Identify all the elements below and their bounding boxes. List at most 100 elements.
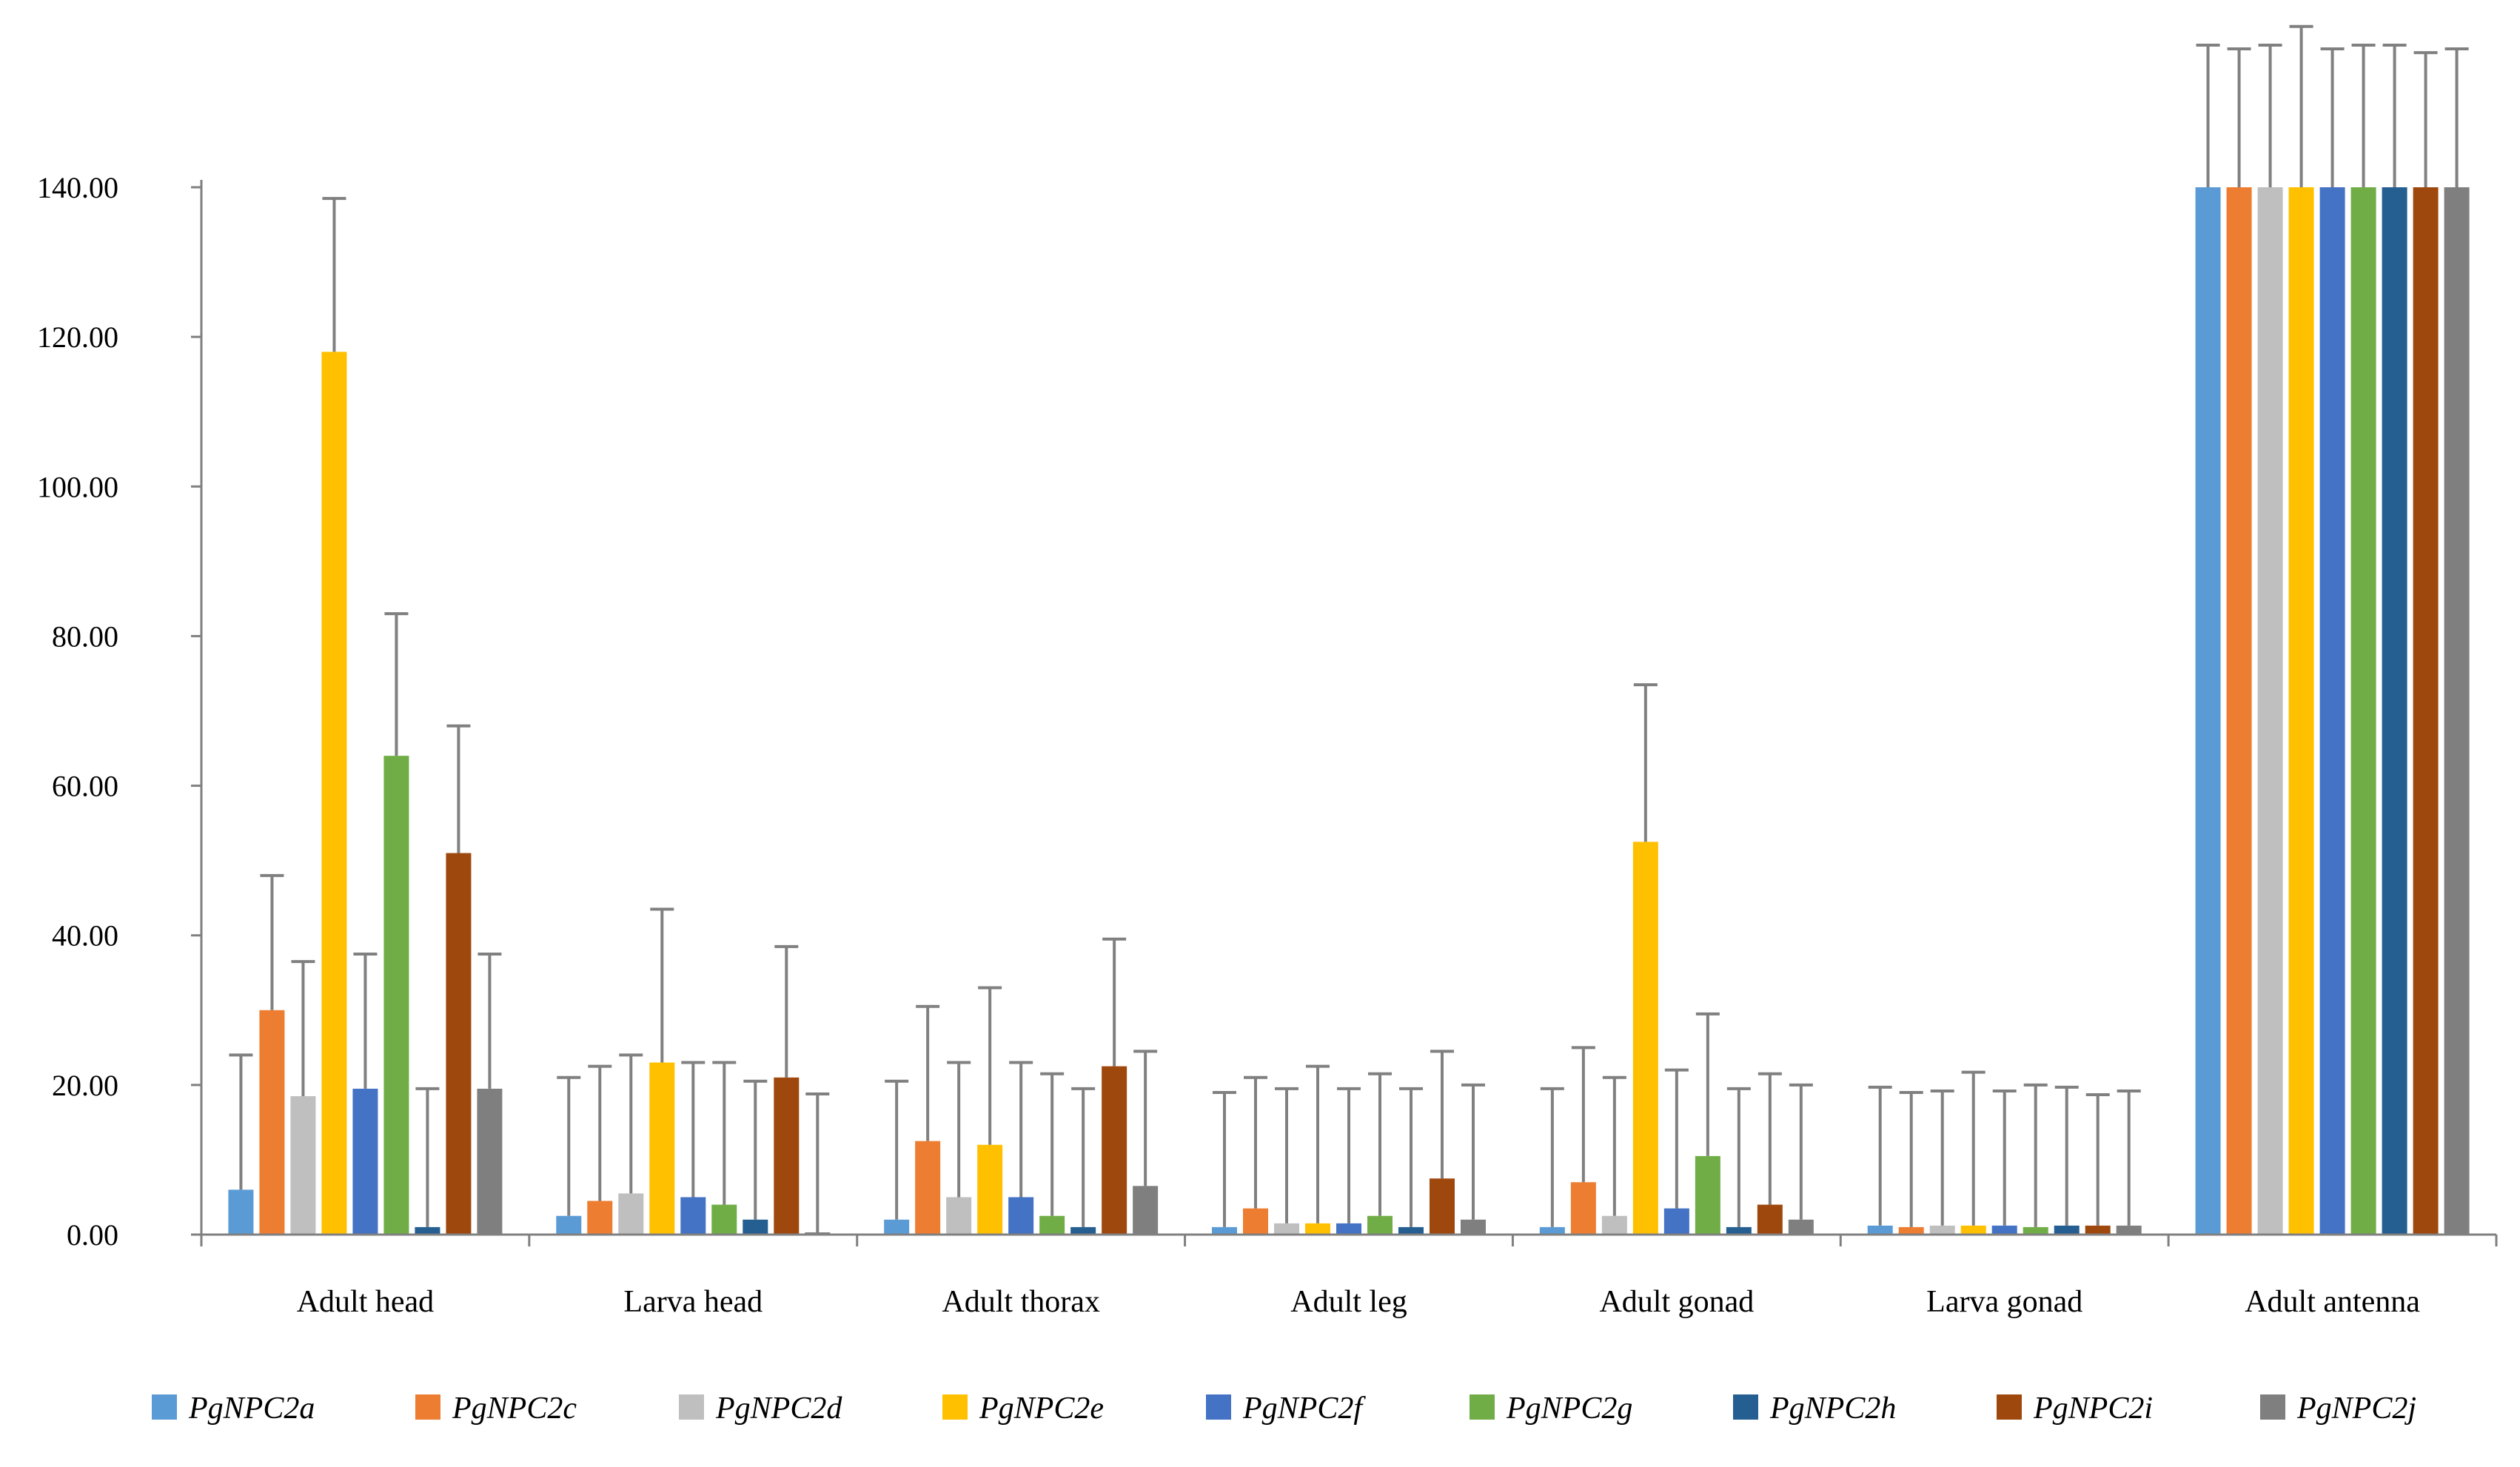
bar	[2226, 187, 2252, 1235]
bar	[711, 1204, 737, 1235]
bar	[1788, 1219, 1814, 1235]
axes: 0.00 20.00 40.00 60.00 80.00 100.00 120.00 140.…	[37, 171, 2498, 1319]
bars	[228, 187, 2470, 1235]
bar	[1008, 1197, 1034, 1235]
bar	[743, 1219, 768, 1235]
bar	[2195, 187, 2221, 1235]
bar	[1243, 1208, 1268, 1235]
bar	[1601, 1215, 1627, 1235]
bar	[321, 352, 347, 1235]
legend-label: PgNPC2g	[1506, 1392, 1632, 1426]
bar	[1632, 842, 1658, 1235]
bar	[1133, 1186, 1159, 1235]
bar	[383, 756, 409, 1235]
bar	[352, 1088, 378, 1235]
legend-label: PgNPC2e	[979, 1392, 1104, 1426]
bar	[1336, 1223, 1361, 1235]
bar	[2054, 1225, 2080, 1235]
category-label: Adult thorax	[942, 1285, 1099, 1319]
bar	[587, 1201, 613, 1235]
bar	[774, 1077, 800, 1235]
bar	[1570, 1182, 1596, 1235]
bar	[1757, 1204, 1783, 1235]
bar	[1398, 1226, 1424, 1235]
legend-swatch	[1206, 1394, 1231, 1420]
y-tick-label: 0.00	[67, 1218, 118, 1252]
error-bars	[229, 24, 2469, 1232]
bar	[805, 1232, 831, 1235]
category-label: Adult leg	[1290, 1285, 1407, 1319]
bar	[2382, 187, 2407, 1235]
legend-label: PgNPC2a	[188, 1392, 315, 1426]
bar	[1867, 1225, 1893, 1235]
y-tick-label: 120.00	[37, 320, 118, 354]
legend-swatch	[1733, 1394, 1758, 1420]
bar	[1430, 1178, 1455, 1235]
legend-label: PgNPC2h	[1769, 1392, 1896, 1426]
bar	[2413, 187, 2439, 1235]
bar	[1663, 1208, 1689, 1235]
category-label: Larva gonad	[1926, 1285, 2082, 1319]
bar	[290, 1096, 316, 1235]
bar	[2116, 1225, 2142, 1235]
bar	[2023, 1226, 2048, 1235]
category-label: Adult gonad	[1599, 1285, 1754, 1319]
bar	[946, 1197, 972, 1235]
bar	[1726, 1226, 1752, 1235]
bar	[2319, 187, 2345, 1235]
bar	[1212, 1226, 1237, 1235]
bar	[1991, 1225, 2017, 1235]
legend-swatch	[152, 1394, 177, 1420]
y-tick-label: 20.00	[52, 1069, 118, 1102]
bar	[2257, 187, 2283, 1235]
category-label: Adult antenna	[2245, 1285, 2420, 1319]
bar	[1039, 1215, 1065, 1235]
legend-swatch	[1997, 1394, 2022, 1420]
bar	[2444, 187, 2470, 1235]
legend-swatch	[2260, 1394, 2285, 1420]
legend-swatch	[942, 1394, 968, 1420]
bar	[259, 1010, 285, 1235]
bar	[1898, 1226, 1924, 1235]
legend: PgNPC2a PgNPC2c PgNPC2d PgNPC2e PgNPC2f PgNPC…	[152, 1392, 2416, 1426]
bar	[2288, 187, 2314, 1235]
bar	[649, 1062, 675, 1235]
bar	[1461, 1219, 1486, 1235]
legend-swatch	[679, 1394, 704, 1420]
bar	[1305, 1223, 1330, 1235]
y-tick-label: 60.00	[52, 770, 118, 803]
y-tick-label: 80.00	[52, 620, 118, 653]
bar	[1539, 1226, 1565, 1235]
legend-label: PgNPC2c	[452, 1392, 577, 1426]
bar	[618, 1193, 644, 1235]
bar	[2085, 1225, 2111, 1235]
y-tick-label: 40.00	[52, 919, 118, 953]
legend-swatch	[1470, 1394, 1495, 1420]
bar	[1070, 1226, 1096, 1235]
y-tick-label: 140.00	[37, 171, 118, 204]
category-label: Adult head	[297, 1285, 434, 1319]
category-label: Larva head	[623, 1285, 763, 1319]
bar	[1102, 1066, 1127, 1235]
bar	[884, 1219, 910, 1235]
legend-swatch	[415, 1394, 440, 1420]
bar	[477, 1088, 503, 1235]
bar	[1367, 1215, 1393, 1235]
bar	[1929, 1225, 1955, 1235]
bar	[2350, 187, 2376, 1235]
bar	[680, 1197, 706, 1235]
legend-label: PgNPC2d	[715, 1392, 842, 1426]
bar	[1274, 1223, 1299, 1235]
bar	[415, 1226, 440, 1235]
bar	[446, 853, 472, 1235]
bar	[1960, 1225, 1986, 1235]
legend-label: PgNPC2j	[2296, 1392, 2416, 1426]
legend-label: PgNPC2i	[2033, 1392, 2153, 1426]
bar	[977, 1144, 1003, 1235]
y-tick-label: 100.00	[37, 470, 118, 503]
bar	[556, 1215, 582, 1235]
bar	[915, 1141, 941, 1235]
bar	[228, 1189, 254, 1235]
bar	[1695, 1155, 1720, 1235]
